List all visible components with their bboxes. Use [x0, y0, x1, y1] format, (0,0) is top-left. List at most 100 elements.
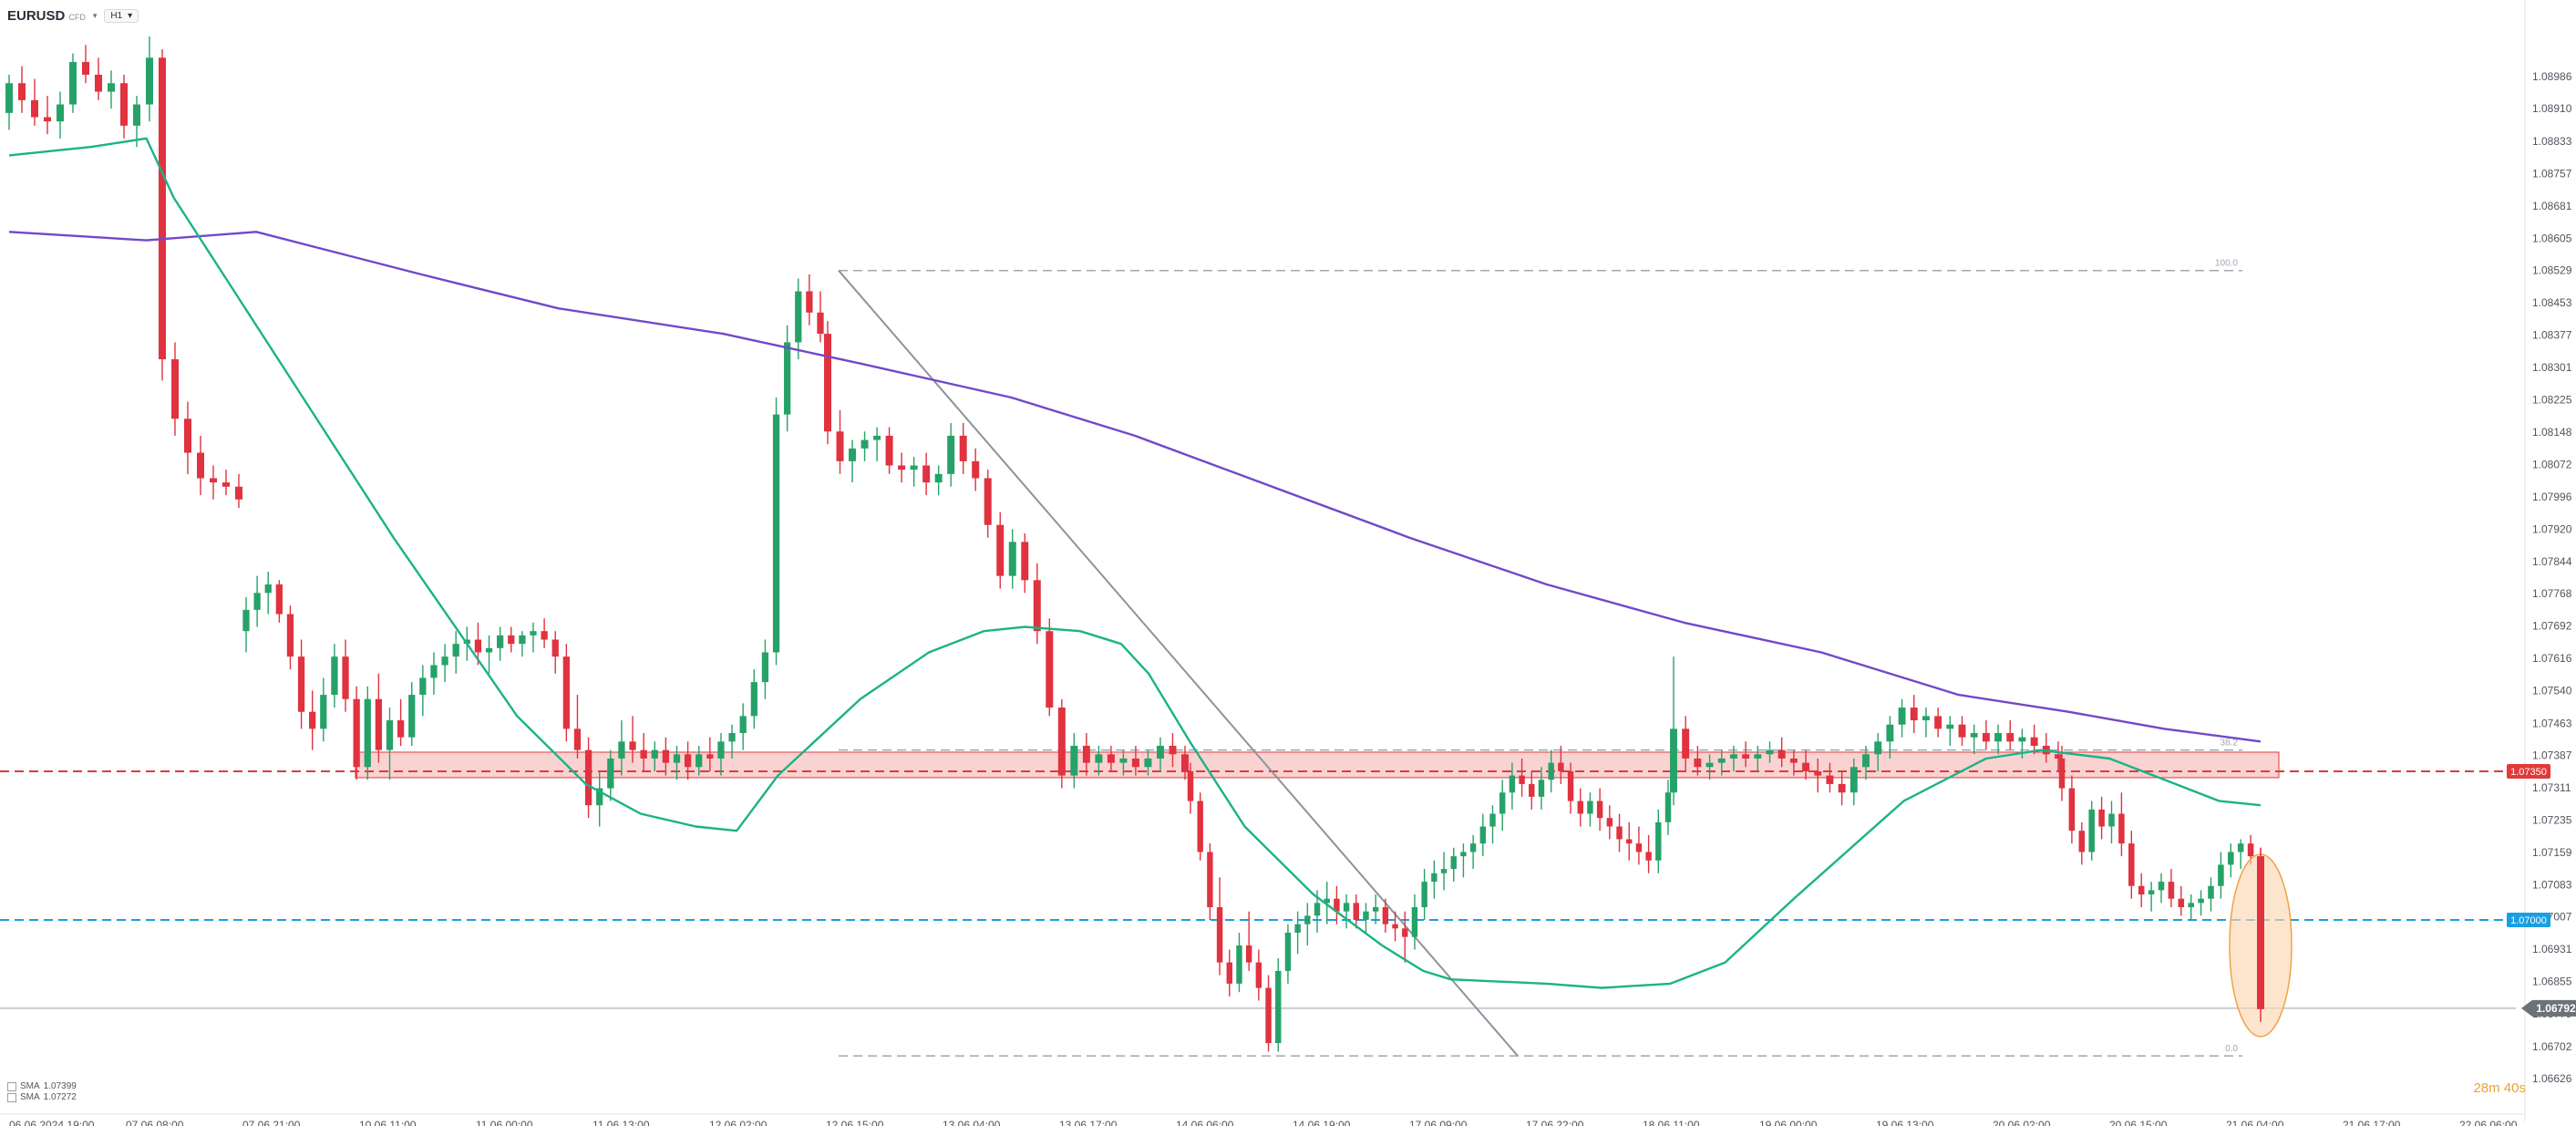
trendline-segment[interactable]	[838, 270, 1519, 1057]
candle-body[interactable]	[1499, 792, 1506, 814]
candle-body[interactable]	[309, 711, 316, 729]
candle-body[interactable]	[1216, 907, 1223, 963]
candle-body[interactable]	[2055, 754, 2062, 759]
candle-body[interactable]	[441, 656, 448, 666]
candle-body[interactable]	[1411, 907, 1418, 937]
candle-body[interactable]	[996, 524, 1005, 576]
candle-body[interactable]	[750, 682, 757, 717]
candle-body[interactable]	[1304, 915, 1311, 925]
candle-body[interactable]	[1294, 924, 1301, 933]
candle-body[interactable]	[2108, 813, 2115, 827]
candle-body[interactable]	[972, 460, 980, 479]
candle-body[interactable]	[2068, 788, 2076, 832]
candle-body[interactable]	[408, 695, 416, 738]
candle-body[interactable]	[18, 83, 26, 100]
candle-body[interactable]	[2058, 758, 2066, 789]
candle-body[interactable]	[860, 439, 869, 449]
candle-body[interactable]	[320, 695, 327, 729]
candle-body[interactable]	[275, 584, 283, 615]
candle-body[interactable]	[910, 465, 918, 470]
candle-body[interactable]	[1255, 962, 1262, 988]
legend-checkbox-icon[interactable]	[7, 1093, 16, 1102]
candle-body[interactable]	[1207, 852, 1213, 908]
candle-body[interactable]	[353, 698, 360, 768]
candle-body[interactable]	[1082, 745, 1090, 763]
candle-body[interactable]	[5, 83, 13, 113]
candle-body[interactable]	[159, 57, 166, 360]
candle-body[interactable]	[706, 754, 714, 759]
candle-body[interactable]	[1616, 826, 1623, 840]
candle-body[interactable]	[1766, 749, 1774, 755]
candle-body[interactable]	[1131, 758, 1139, 768]
candle-body[interactable]	[235, 486, 242, 500]
candle-body[interactable]	[474, 639, 482, 653]
candle-body[interactable]	[2118, 813, 2125, 844]
candle-body[interactable]	[806, 291, 813, 313]
candle-body[interactable]	[331, 656, 338, 696]
chevron-down-icon[interactable]: ▾	[92, 10, 98, 20]
candle-body[interactable]	[1994, 733, 2003, 742]
timeframe-selector[interactable]: H1 ▾	[104, 8, 139, 23]
sma-fast-line[interactable]	[8, 137, 2262, 989]
candle-body[interactable]	[264, 584, 272, 594]
candle-body[interactable]	[1814, 770, 1822, 776]
candle-body[interactable]	[717, 741, 725, 759]
candle-body[interactable]	[1850, 767, 1858, 793]
candle-body[interactable]	[2030, 737, 2038, 746]
candle-body[interactable]	[1694, 758, 1702, 768]
candle-body[interactable]	[2098, 809, 2105, 827]
candle-body[interactable]	[1922, 716, 1930, 721]
candle-body[interactable]	[1519, 775, 1525, 784]
candle-body[interactable]	[1606, 818, 1613, 827]
candle-body[interactable]	[1450, 856, 1457, 870]
candle-body[interactable]	[673, 754, 681, 763]
candle-body[interactable]	[1596, 801, 1603, 819]
candle-body[interactable]	[1934, 716, 1942, 729]
candle-body[interactable]	[108, 83, 115, 92]
candle-body[interactable]	[1284, 932, 1292, 971]
candle-body[interactable]	[1958, 724, 1966, 738]
candle-body[interactable]	[849, 448, 857, 461]
candle-body[interactable]	[485, 647, 493, 653]
candle-body[interactable]	[1353, 903, 1360, 920]
candle-body[interactable]	[1886, 724, 1894, 742]
candle-body[interactable]	[1538, 780, 1545, 797]
candle-body[interactable]	[1314, 903, 1321, 916]
candle-body[interactable]	[1119, 758, 1128, 763]
candle-body[interactable]	[1670, 728, 1677, 793]
candle-body[interactable]	[959, 435, 967, 461]
candle-body[interactable]	[419, 677, 427, 696]
candle-body[interactable]	[772, 414, 780, 653]
candle-body[interactable]	[452, 644, 459, 657]
candle-body[interactable]	[463, 639, 470, 645]
candle-body[interactable]	[386, 720, 394, 750]
candle-body[interactable]	[1635, 843, 1643, 852]
candle-body[interactable]	[1529, 783, 1535, 797]
candle-body[interactable]	[2018, 737, 2026, 742]
candle-body[interactable]	[497, 635, 504, 648]
candle-body[interactable]	[1626, 839, 1633, 844]
candle-body[interactable]	[607, 758, 614, 789]
candle-body[interactable]	[1838, 783, 1846, 793]
candle-body[interactable]	[1802, 762, 1810, 771]
candle-body[interactable]	[2006, 733, 2014, 742]
candle-body[interactable]	[562, 656, 570, 729]
candle-body[interactable]	[69, 61, 77, 105]
candle-body[interactable]	[1742, 754, 1750, 759]
candle-body[interactable]	[1777, 749, 1786, 759]
candle-body[interactable]	[1460, 852, 1467, 857]
candle-body[interactable]	[873, 435, 881, 440]
candle-body[interactable]	[210, 478, 217, 483]
candle-body[interactable]	[1548, 762, 1554, 780]
candle-body[interactable]	[651, 749, 658, 759]
candle-body[interactable]	[1577, 801, 1583, 814]
candle-body[interactable]	[430, 665, 438, 678]
candle-body[interactable]	[2078, 831, 2086, 852]
candle-body[interactable]	[541, 631, 548, 640]
candle-body[interactable]	[1705, 762, 1714, 768]
candle-body[interactable]	[1057, 708, 1066, 776]
candle-body[interactable]	[1479, 826, 1487, 844]
candle-body[interactable]	[297, 656, 305, 712]
candle-body[interactable]	[1874, 741, 1882, 755]
